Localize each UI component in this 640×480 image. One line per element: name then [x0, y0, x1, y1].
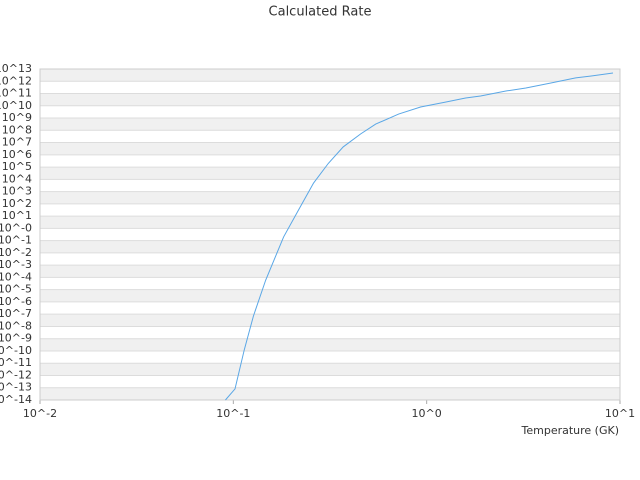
y-tick-label: 10^-8	[0, 319, 32, 332]
grid-band	[40, 130, 620, 143]
grid-band	[40, 265, 620, 278]
y-tick-label: 10^8	[2, 123, 32, 136]
grid-band	[40, 203, 620, 217]
y-tick-label: 10^-10	[0, 344, 32, 357]
y-tick-label: 10^-5	[0, 283, 32, 296]
y-tick-label: 10^-14	[0, 393, 32, 406]
chart-title: Calculated Rate	[269, 5, 372, 20]
y-tick-label: 10^-6	[0, 295, 32, 308]
x-tick-label: 10^-1	[216, 407, 250, 420]
y-tick-label: 10^1	[2, 209, 32, 222]
grid-band	[40, 105, 620, 119]
data-line	[225, 72, 614, 401]
grid-band	[40, 289, 620, 302]
grid-band	[40, 277, 620, 290]
grid-band	[40, 326, 620, 339]
y-tick-label: 10^-4	[0, 270, 32, 283]
grid-band	[40, 69, 620, 82]
y-tick-label: 10^9	[2, 111, 32, 124]
y-tick-label: 10^-13	[0, 381, 32, 394]
grid-band	[40, 375, 620, 388]
grid-band	[40, 350, 620, 364]
grid-band	[40, 228, 620, 241]
grid-band	[40, 314, 620, 327]
y-tick-label: 10^-12	[0, 368, 32, 381]
grid-band	[40, 167, 620, 180]
y-tick-label: 10^10	[0, 99, 32, 112]
y-tick-label: 10^-7	[0, 307, 32, 320]
y-tick-label: 10^-2	[0, 246, 32, 259]
y-tick-label: 10^-1	[0, 234, 32, 247]
grid-band	[40, 252, 620, 266]
bands	[40, 69, 620, 400]
x-axis-label: Temperature (GK)	[521, 424, 620, 437]
grid-band	[40, 338, 620, 351]
y-tick-label: 10^6	[2, 148, 32, 161]
y-tick-label: 10^5	[2, 160, 32, 173]
grid-band	[40, 191, 620, 204]
y-tick-label: 10^7	[2, 136, 32, 149]
grid-band	[40, 81, 620, 94]
grid-band	[40, 387, 620, 400]
y-tick-label: 10^4	[2, 172, 32, 185]
grid-band	[40, 142, 620, 155]
y-tick-label: 10^12	[0, 74, 32, 87]
grid-band	[40, 179, 620, 192]
grid-band	[40, 216, 620, 229]
x-tick-label: 10^0	[412, 407, 442, 420]
grid-band	[40, 301, 620, 315]
x-tick-label: 10^-2	[23, 407, 57, 420]
grid-band	[40, 93, 620, 106]
y-tick-label: 10^-3	[0, 258, 32, 271]
y-tick-label: 10^-0	[0, 221, 32, 234]
y-tick-label: 10^-11	[0, 356, 32, 369]
y-tick-label: 10^11	[0, 87, 32, 100]
grid-band	[40, 118, 620, 131]
y-tick-label: 10^-9	[0, 332, 32, 345]
y-tick-label: 10^3	[2, 185, 32, 198]
grid-band	[40, 240, 620, 253]
grid-band	[40, 363, 620, 376]
plot-frame	[39, 68, 621, 401]
y-tick-label: 10^13	[0, 62, 32, 75]
x-tick-label: 10^1	[605, 407, 635, 420]
y-tick-label: 10^2	[2, 197, 32, 210]
